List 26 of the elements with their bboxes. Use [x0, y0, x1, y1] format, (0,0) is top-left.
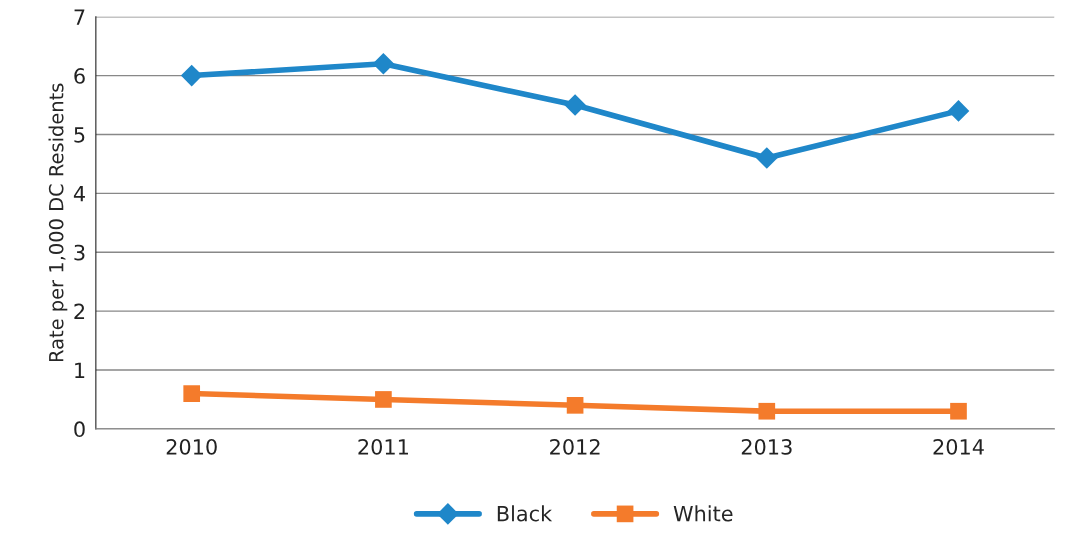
y-tick-label: 7 — [74, 9, 85, 25]
point — [180, 64, 203, 87]
y-tick-label: 2 — [74, 303, 85, 320]
x-tick-label: 2010 — [166, 438, 217, 455]
y-tick-label: 4 — [73, 186, 85, 202]
x-tick-label: 2013 — [741, 438, 792, 455]
point — [756, 147, 778, 169]
legend-label: Black — [497, 505, 553, 522]
x-tick-label: 2014 — [933, 438, 984, 455]
point — [375, 391, 392, 408]
x-tick-label: 2011 — [358, 438, 408, 455]
y-tick-label: 1 — [75, 362, 85, 378]
point — [947, 100, 970, 122]
point — [564, 94, 586, 116]
x-tick-label: 2012 — [550, 438, 600, 455]
point — [183, 385, 201, 402]
point — [950, 402, 967, 420]
y-tick-label: 0 — [74, 421, 85, 438]
legend-label: White — [673, 505, 733, 522]
y-tick-label: 5 — [74, 127, 85, 143]
point — [758, 402, 776, 420]
y-axis-title: Rate per 1,000 DC Residents — [48, 83, 68, 362]
y-tick-label: 3 — [74, 244, 85, 261]
point — [372, 53, 395, 75]
point — [566, 397, 584, 414]
y-tick-label: 6 — [74, 68, 85, 84]
